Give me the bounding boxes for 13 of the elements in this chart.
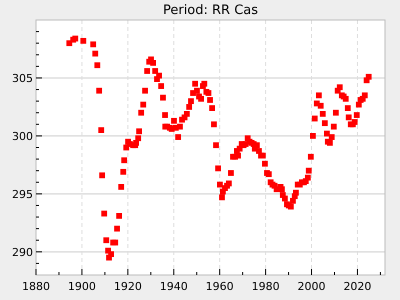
x-tick-label: 1980 (252, 280, 280, 293)
chart-title: Period: RR Cas (162, 3, 258, 18)
y-tick-label: 290 (12, 246, 33, 259)
y-tick-label: 300 (12, 130, 33, 143)
x-tick-label: 1900 (68, 280, 96, 293)
x-tick-label: 1940 (160, 280, 188, 293)
x-tick-label: 1960 (206, 280, 234, 293)
y-tick-label: 295 (12, 188, 33, 201)
x-tick-label: 1920 (114, 280, 142, 293)
x-tick-label: 2020 (343, 280, 372, 293)
y-tick-label: 305 (12, 72, 33, 85)
x-tick-label: 2000 (298, 280, 326, 293)
x-tick-label: 1880 (22, 280, 50, 293)
